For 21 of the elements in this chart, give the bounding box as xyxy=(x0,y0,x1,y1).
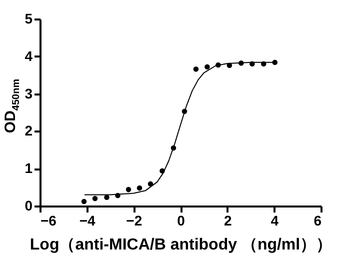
y-tick-label: 3 xyxy=(24,85,33,102)
point xyxy=(92,196,98,202)
y-tick-label: 1 xyxy=(24,160,33,176)
x-tick-label: 4 xyxy=(270,212,279,228)
point xyxy=(193,66,199,72)
point xyxy=(81,198,87,204)
x-tick-label: 6 xyxy=(314,212,322,228)
y-tick-label: 4 xyxy=(24,48,33,64)
y-tick-label: 0 xyxy=(24,198,33,214)
x-axis-title: Log（anti-MICA/B antibody （ng/ml）） xyxy=(30,236,332,254)
point xyxy=(126,186,132,192)
point xyxy=(104,194,110,200)
x-tick-label: −4 xyxy=(79,212,96,228)
y-tick-label: 2 xyxy=(24,122,33,139)
y-tick-label: 5 xyxy=(24,10,33,26)
x-tick-label: −2 xyxy=(126,212,142,228)
point xyxy=(136,185,142,191)
x-tick-label: 0 xyxy=(177,212,186,228)
x-tick-label: −6 xyxy=(40,212,57,228)
point xyxy=(204,64,210,70)
x-tick-label: 2 xyxy=(224,212,232,228)
